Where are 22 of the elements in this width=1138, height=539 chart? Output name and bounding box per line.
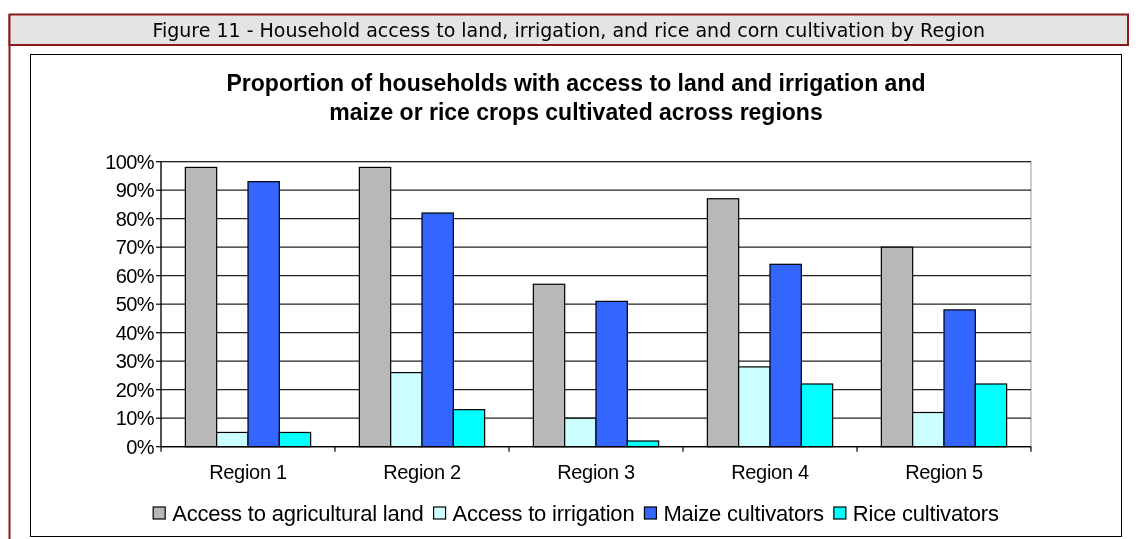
y-tick-label: 70% — [115, 236, 155, 259]
y-tick-label: 60% — [115, 264, 155, 287]
x-tick-label: Region 3 — [557, 461, 635, 483]
x-tick-label: Region 2 — [383, 461, 461, 483]
y-tick-label: 50% — [115, 293, 155, 316]
legend-label: Rice cultivators — [852, 500, 1000, 526]
chart-title: Proportion of households with access to land and irrigation and maize or rice crops cultivated across regions — [226, 70, 926, 125]
legend-label: Access to irrigation — [452, 500, 635, 526]
x-tick-label: Region 1 — [209, 461, 287, 483]
y-tick-label: 100% — [105, 150, 155, 173]
y-tick-label: 30% — [115, 350, 155, 373]
x-tick-label: Region 5 — [905, 461, 983, 483]
y-tick-label: 10% — [115, 407, 155, 430]
x-tick-label: Region 4 — [731, 461, 809, 483]
legend-label: Maize cultivators — [663, 500, 825, 526]
legend-label: Access to agricultural land — [172, 500, 424, 526]
y-tick-label: 20% — [115, 378, 155, 401]
caption: Figure 11 - Household access to land, irrigation, and rice and corn cultivation by Region — [152, 19, 986, 41]
y-tick-label: 80% — [115, 207, 155, 230]
y-tick-label: 40% — [115, 321, 155, 344]
y-tick-label: 0% — [126, 435, 155, 458]
y-tick-label: 90% — [115, 179, 155, 202]
